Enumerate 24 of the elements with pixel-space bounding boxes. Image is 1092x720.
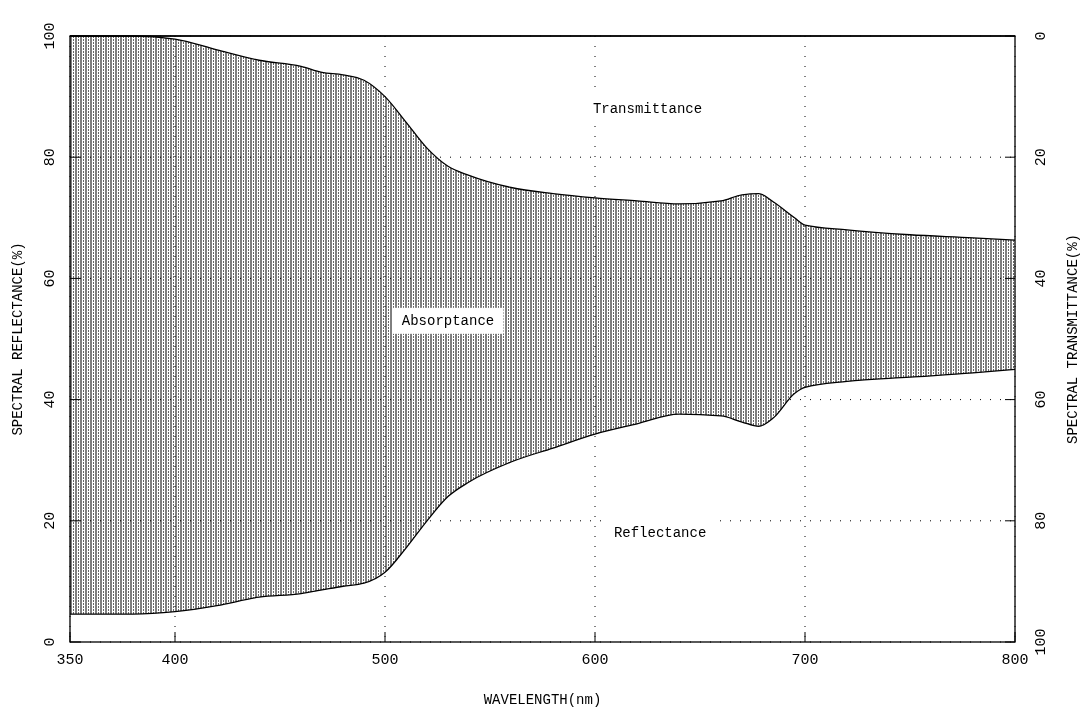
y-tick-label: 100 xyxy=(41,22,59,50)
y2-axis-title: SPECTRAL TRANSMITTANCE(%) xyxy=(1065,233,1081,445)
x-tick-label: 600 xyxy=(581,652,609,669)
x-tick-label: 700 xyxy=(791,652,819,669)
y2-tick-label: 80 xyxy=(1032,511,1050,530)
x-axis-title: WAVELENGTH(nm) xyxy=(483,692,602,708)
y2-tick-label: 0 xyxy=(1032,31,1050,41)
y2-tick-label: 60 xyxy=(1032,390,1050,409)
y-tick-label: 20 xyxy=(41,511,59,530)
x-tick-label: 800 xyxy=(1001,652,1029,669)
series-label: Reflectance xyxy=(613,524,707,541)
y2-tick-label: 20 xyxy=(1032,148,1050,167)
x-tick-label: 350 xyxy=(56,652,84,669)
series-label: Absorptance xyxy=(401,312,495,329)
series-label: Transmittance xyxy=(592,100,703,117)
y2-tick-label: 40 xyxy=(1032,269,1050,288)
y2-tick-label: 100 xyxy=(1032,628,1050,656)
y-tick-label: 0 xyxy=(41,637,59,647)
x-tick-label: 500 xyxy=(371,652,399,669)
x-tick-label: 400 xyxy=(161,652,189,669)
y-tick-label: 40 xyxy=(41,390,59,409)
y-axis-title: SPECTRAL REFLECTANCE(%) xyxy=(10,242,26,436)
y-tick-label: 80 xyxy=(41,148,59,167)
y-tick-label: 60 xyxy=(41,269,59,288)
